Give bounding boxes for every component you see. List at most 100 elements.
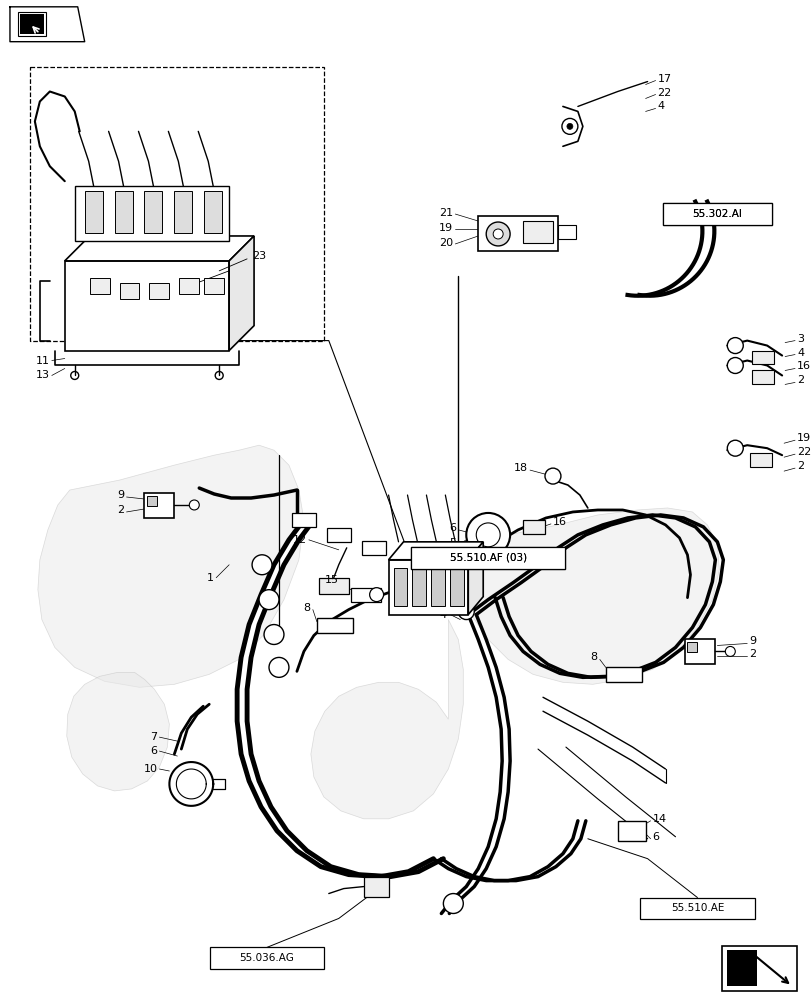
Polygon shape bbox=[348, 875, 390, 877]
Polygon shape bbox=[241, 625, 259, 657]
Text: 9: 9 bbox=[749, 636, 755, 646]
Bar bbox=[412, 568, 426, 606]
Text: 55.302.AI: 55.302.AI bbox=[692, 209, 741, 219]
Bar bbox=[453, 584, 470, 596]
Bar bbox=[204, 191, 222, 233]
Bar bbox=[393, 568, 407, 606]
Bar bbox=[749, 453, 771, 467]
Polygon shape bbox=[289, 520, 314, 540]
Polygon shape bbox=[65, 261, 229, 351]
Polygon shape bbox=[237, 657, 251, 689]
Bar bbox=[617, 821, 645, 841]
Polygon shape bbox=[65, 236, 254, 261]
Text: 7: 7 bbox=[150, 732, 157, 742]
Text: 2: 2 bbox=[749, 649, 755, 659]
Bar bbox=[751, 370, 773, 384]
Circle shape bbox=[544, 468, 560, 484]
Circle shape bbox=[727, 358, 742, 373]
Text: 23: 23 bbox=[251, 251, 266, 261]
Bar bbox=[361, 541, 385, 555]
Text: 4: 4 bbox=[657, 101, 664, 111]
Bar bbox=[478, 216, 557, 251]
Circle shape bbox=[457, 584, 474, 600]
Bar bbox=[75, 186, 229, 241]
Bar bbox=[20, 14, 44, 34]
Bar bbox=[350, 588, 380, 602]
Bar bbox=[114, 191, 132, 233]
Circle shape bbox=[727, 440, 742, 456]
Polygon shape bbox=[229, 236, 254, 351]
Text: 55.510.AF (03): 55.510.AF (03) bbox=[449, 553, 526, 563]
Polygon shape bbox=[418, 508, 719, 684]
Text: 14: 14 bbox=[652, 814, 666, 824]
Text: 1: 1 bbox=[207, 573, 214, 583]
Text: 2: 2 bbox=[796, 461, 803, 471]
Polygon shape bbox=[67, 672, 169, 791]
Bar bbox=[18, 12, 45, 36]
Circle shape bbox=[561, 118, 577, 134]
Bar bbox=[149, 283, 169, 299]
Polygon shape bbox=[408, 859, 443, 872]
Text: 17: 17 bbox=[657, 74, 671, 84]
Bar bbox=[30, 67, 324, 341]
Text: 10: 10 bbox=[144, 764, 157, 774]
Polygon shape bbox=[237, 721, 251, 754]
Text: 16: 16 bbox=[552, 517, 566, 527]
Polygon shape bbox=[260, 807, 286, 831]
Bar bbox=[292, 513, 315, 527]
Bar bbox=[319, 578, 348, 594]
Polygon shape bbox=[277, 831, 307, 851]
Text: 2: 2 bbox=[118, 505, 124, 515]
Circle shape bbox=[259, 590, 279, 610]
Polygon shape bbox=[320, 867, 358, 875]
Text: 8: 8 bbox=[303, 603, 311, 613]
Bar bbox=[410, 547, 564, 569]
Bar bbox=[557, 225, 575, 239]
Polygon shape bbox=[260, 565, 284, 595]
Bar bbox=[89, 278, 109, 294]
Bar bbox=[522, 520, 544, 534]
Polygon shape bbox=[38, 445, 303, 687]
Circle shape bbox=[724, 646, 735, 656]
Bar bbox=[410, 547, 564, 569]
Bar bbox=[144, 191, 162, 233]
Bar bbox=[179, 278, 199, 294]
Circle shape bbox=[457, 604, 474, 620]
Text: 22: 22 bbox=[657, 88, 671, 98]
Text: 3: 3 bbox=[796, 334, 803, 344]
Circle shape bbox=[189, 500, 199, 510]
Bar bbox=[326, 528, 350, 542]
Bar bbox=[605, 667, 641, 682]
Text: 9: 9 bbox=[118, 490, 124, 500]
Text: 19: 19 bbox=[796, 433, 810, 443]
Bar bbox=[639, 898, 753, 919]
Text: 6: 6 bbox=[652, 832, 659, 842]
Text: 15: 15 bbox=[324, 575, 338, 585]
Circle shape bbox=[251, 555, 272, 575]
Text: 16: 16 bbox=[796, 361, 810, 371]
Polygon shape bbox=[311, 620, 463, 819]
Text: 55.510.AE: 55.510.AE bbox=[670, 903, 723, 913]
Bar bbox=[662, 203, 771, 225]
Bar bbox=[363, 877, 388, 897]
Circle shape bbox=[566, 123, 573, 129]
Bar bbox=[119, 283, 139, 299]
Text: 2: 2 bbox=[796, 375, 803, 385]
Text: 5: 5 bbox=[448, 538, 456, 548]
Text: 13: 13 bbox=[36, 370, 49, 380]
Circle shape bbox=[268, 657, 289, 677]
Bar bbox=[204, 278, 224, 294]
Text: 20: 20 bbox=[439, 238, 453, 248]
Circle shape bbox=[492, 229, 503, 239]
Circle shape bbox=[727, 338, 742, 354]
Bar bbox=[687, 642, 697, 652]
Polygon shape bbox=[297, 851, 330, 867]
Bar bbox=[722, 946, 796, 991]
Polygon shape bbox=[388, 560, 468, 615]
Polygon shape bbox=[249, 781, 271, 807]
Text: 6: 6 bbox=[150, 746, 157, 756]
Text: 55.036.AG: 55.036.AG bbox=[239, 953, 294, 963]
Bar bbox=[522, 221, 552, 243]
Circle shape bbox=[486, 222, 509, 246]
Polygon shape bbox=[468, 542, 483, 615]
